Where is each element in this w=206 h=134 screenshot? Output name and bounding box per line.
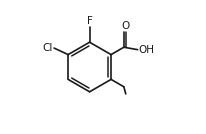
Text: O: O xyxy=(121,21,129,31)
Text: F: F xyxy=(87,16,92,26)
Text: Cl: Cl xyxy=(43,43,53,53)
Text: OH: OH xyxy=(138,45,154,55)
